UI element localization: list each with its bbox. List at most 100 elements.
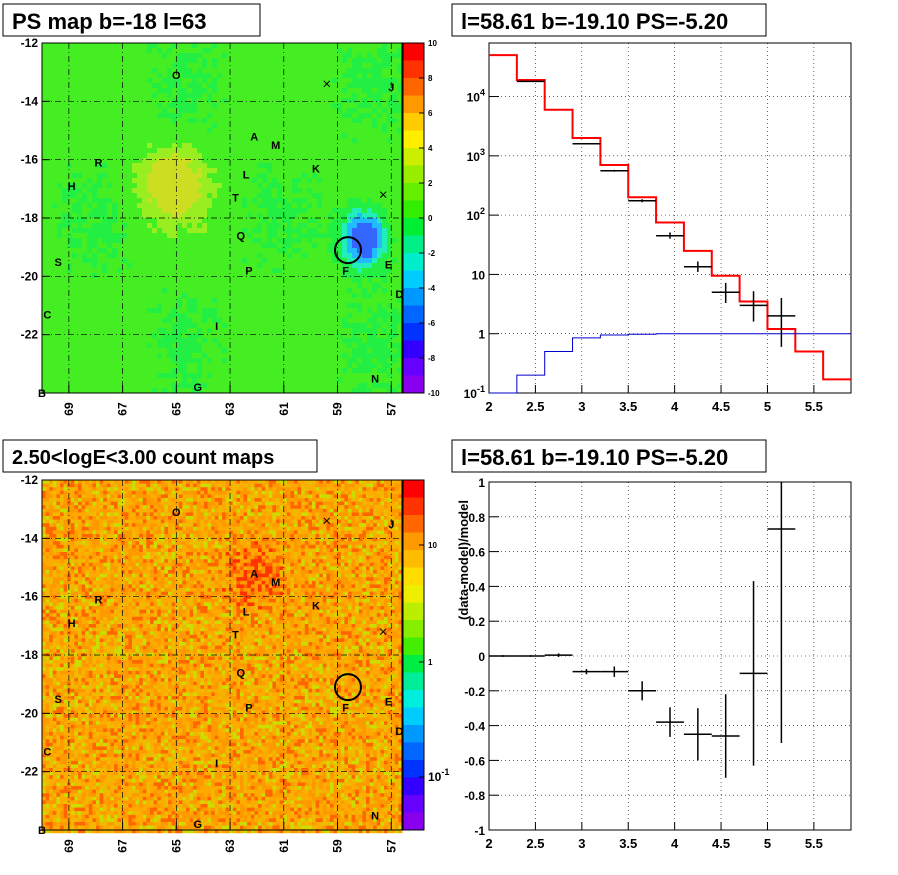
map-pixel xyxy=(262,63,268,69)
map-pixel xyxy=(317,103,323,109)
map-pixel xyxy=(147,168,153,174)
map-pixel xyxy=(177,353,183,359)
map-pixel xyxy=(57,263,63,269)
map-pixel xyxy=(162,53,168,59)
map-pixel xyxy=(227,248,233,254)
map-pixel xyxy=(97,218,103,224)
map-pixel xyxy=(57,208,63,214)
map-pixel xyxy=(192,358,198,364)
map-pixel xyxy=(267,328,273,334)
map-pixel xyxy=(127,323,133,329)
map-pixel xyxy=(157,328,163,334)
map-pixel xyxy=(72,318,78,324)
map-pixel xyxy=(147,353,153,359)
map-pixel xyxy=(242,183,248,189)
map-pixel xyxy=(147,173,153,179)
map-pixel xyxy=(127,283,133,289)
map-pixel xyxy=(102,103,108,109)
map-pixel xyxy=(67,288,73,294)
map-pixel xyxy=(92,228,98,234)
map-pixel xyxy=(137,303,143,309)
map-pixel xyxy=(217,383,223,389)
map-pixel xyxy=(152,113,158,119)
map-pixel xyxy=(382,108,388,114)
map-pixel xyxy=(272,213,278,219)
map-pixel xyxy=(327,258,333,264)
map-pixel xyxy=(147,378,153,384)
map-pixel xyxy=(257,78,263,84)
map-pixel xyxy=(232,388,238,394)
map-pixel xyxy=(282,298,288,304)
map-pixel xyxy=(137,208,143,214)
map-pixel xyxy=(47,168,53,174)
map-pixel xyxy=(42,368,48,374)
map-pixel xyxy=(312,383,318,389)
map-pixel xyxy=(102,68,108,74)
map-pixel xyxy=(162,173,168,179)
map-pixel xyxy=(77,333,83,339)
map-pixel xyxy=(152,148,158,154)
map-pixel xyxy=(92,63,98,69)
map-pixel xyxy=(212,318,218,324)
map-pixel xyxy=(312,368,318,374)
map-pixel xyxy=(357,118,363,124)
map-pixel xyxy=(347,303,353,309)
map-pixel xyxy=(357,198,363,204)
map-pixel xyxy=(82,43,88,49)
map-pixel xyxy=(317,233,323,239)
map-pixel xyxy=(287,388,293,394)
map-pixel xyxy=(342,298,348,304)
map-pixel xyxy=(312,63,318,69)
map-pixel xyxy=(382,288,388,294)
map-pixel xyxy=(347,158,353,164)
map-pixel xyxy=(97,303,103,309)
map-pixel xyxy=(227,173,233,179)
map-pixel xyxy=(62,343,68,349)
map-pixel xyxy=(287,138,293,144)
map-pixel xyxy=(392,178,398,184)
map-pixel xyxy=(197,333,203,339)
map-pixel xyxy=(307,328,313,334)
map-pixel xyxy=(377,268,383,274)
map-pixel xyxy=(162,68,168,74)
map-pixel xyxy=(232,118,238,124)
map-pixel xyxy=(87,328,93,334)
map-pixel xyxy=(307,123,313,129)
map-pixel xyxy=(47,88,53,94)
map-pixel xyxy=(172,223,178,229)
map-pixel xyxy=(47,213,53,219)
map-pixel xyxy=(142,338,148,344)
map-pixel xyxy=(112,373,118,379)
map-pixel xyxy=(142,123,148,129)
map-pixel xyxy=(202,153,208,159)
map-pixel xyxy=(107,198,113,204)
map-pixel xyxy=(252,178,258,184)
map-pixel xyxy=(372,63,378,69)
map-pixel xyxy=(157,173,163,179)
map-pixel xyxy=(332,258,338,264)
map-pixel xyxy=(377,153,383,159)
map-pixel xyxy=(222,323,228,329)
map-pixel xyxy=(62,253,68,259)
map-pixel xyxy=(367,323,373,329)
map-pixel xyxy=(182,83,188,89)
map-pixel xyxy=(242,263,248,269)
map-pixel xyxy=(172,48,178,54)
map-pixel xyxy=(82,78,88,84)
map-pixel xyxy=(327,83,333,89)
map-pixel xyxy=(62,163,68,169)
map-pixel xyxy=(122,158,128,164)
map-pixel xyxy=(202,278,208,284)
map-pixel xyxy=(312,73,318,79)
map-pixel xyxy=(282,383,288,389)
map-pixel xyxy=(152,163,158,169)
map-pixel xyxy=(237,283,243,289)
map-pixel xyxy=(352,363,358,369)
map-pixel xyxy=(177,93,183,99)
map-pixel xyxy=(77,143,83,149)
map-pixel xyxy=(72,103,78,109)
map-pixel xyxy=(182,203,188,209)
map-pixel xyxy=(322,383,328,389)
map-pixel xyxy=(107,368,113,374)
map-pixel xyxy=(107,313,113,319)
